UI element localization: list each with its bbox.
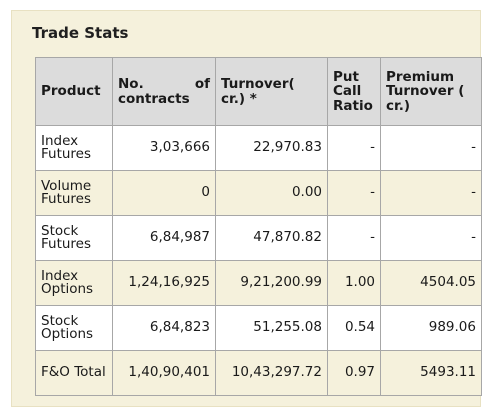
cell-product: Index Options — [35, 260, 113, 306]
trade-stats-panel: Trade Stats Product No. of contracts Tur… — [11, 10, 482, 407]
cell-product: Index Futures — [35, 125, 113, 171]
header-contracts: No. of contracts — [112, 57, 216, 126]
table-header-row: Product No. of contracts Turnover( cr.) … — [35, 57, 482, 126]
cell-turnover: 22,970.83 — [215, 125, 328, 171]
header-turnover: Turnover( cr.) * — [215, 57, 328, 126]
cell-premium: 5493.11 — [380, 350, 482, 396]
table-row: Index Futures 3,03,666 22,970.83 - - — [35, 125, 482, 171]
cell-contracts: 6,84,823 — [112, 305, 216, 351]
cell-contracts: 1,24,16,925 — [112, 260, 216, 306]
cell-contracts: 1,40,90,401 — [112, 350, 216, 396]
cell-pcr: 0.54 — [327, 305, 381, 351]
header-put-call-ratio: Put Call Ratio — [327, 57, 381, 126]
cell-product: Stock Options — [35, 305, 113, 351]
cell-product: Volume Futures — [35, 170, 113, 216]
cell-pcr: - — [327, 170, 381, 216]
cell-turnover: 51,255.08 — [215, 305, 328, 351]
cell-contracts: 0 — [112, 170, 216, 216]
cell-premium: 4504.05 — [380, 260, 482, 306]
cell-pcr: 1.00 — [327, 260, 381, 306]
cell-product: Stock Futures — [35, 215, 113, 261]
cell-premium: 989.06 — [380, 305, 482, 351]
table-row: Stock Futures 6,84,987 47,870.82 - - — [35, 215, 482, 261]
table-row: Volume Futures 0 0.00 - - — [35, 170, 482, 216]
cell-premium: - — [380, 215, 482, 261]
cell-pcr: - — [327, 125, 381, 171]
cell-product: F&O Total — [35, 350, 113, 396]
table-row: Stock Options 6,84,823 51,255.08 0.54 98… — [35, 305, 482, 351]
header-product: Product — [35, 57, 113, 126]
table-row: F&O Total 1,40,90,401 10,43,297.72 0.97 … — [35, 350, 482, 396]
cell-pcr: - — [327, 215, 381, 261]
header-contracts-word-3: contracts — [118, 90, 190, 107]
cell-turnover: 0.00 — [215, 170, 328, 216]
header-contracts-word-2: of — [194, 76, 210, 93]
header-premium-turnover: Premium Turnover ( cr.) — [380, 57, 482, 126]
cell-turnover: 47,870.82 — [215, 215, 328, 261]
cell-turnover: 10,43,297.72 — [215, 350, 328, 396]
header-contracts-word-1: No. — [118, 76, 144, 93]
panel-title: Trade Stats — [32, 24, 129, 42]
cell-turnover: 9,21,200.99 — [215, 260, 328, 306]
table-row: Index Options 1,24,16,925 9,21,200.99 1.… — [35, 260, 482, 306]
cell-contracts: 6,84,987 — [112, 215, 216, 261]
trade-stats-table: Product No. of contracts Turnover( cr.) … — [35, 57, 482, 396]
cell-premium: - — [380, 125, 482, 171]
cell-pcr: 0.97 — [327, 350, 381, 396]
cell-contracts: 3,03,666 — [112, 125, 216, 171]
cell-premium: - — [380, 170, 482, 216]
